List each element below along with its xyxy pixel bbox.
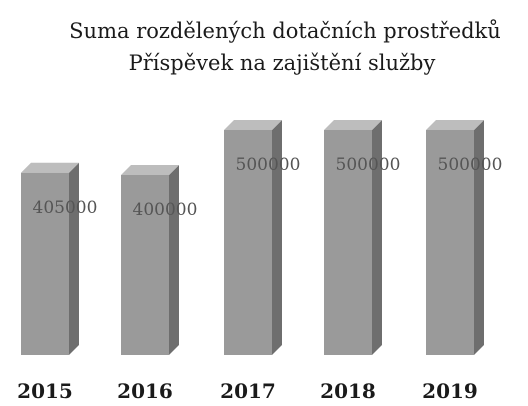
- bar-top: [21, 162, 79, 173]
- value-label: 400000: [133, 200, 198, 220]
- x-tick-label: 2017: [220, 379, 276, 403]
- bar-top: [324, 120, 382, 130]
- bar: [426, 130, 474, 355]
- x-tick-label: 2016: [117, 379, 173, 403]
- x-tick-label: 2015: [17, 379, 73, 403]
- bar-side: [169, 165, 179, 355]
- x-tick-label: 2019: [422, 379, 478, 403]
- bar-side: [69, 162, 79, 355]
- value-label: 500000: [336, 155, 401, 175]
- bar: [324, 130, 372, 355]
- value-label: 405000: [33, 198, 98, 218]
- chart-title: Příspěvek na zajištění služby: [129, 51, 436, 75]
- chart-title: Suma rozdělených dotačních prostředků: [69, 19, 501, 43]
- bar-top: [426, 120, 484, 130]
- x-tick-label: 2018: [320, 379, 376, 403]
- bar-side: [474, 120, 484, 355]
- bar: [224, 130, 272, 355]
- value-label: 500000: [438, 155, 503, 175]
- bar: [21, 172, 69, 355]
- value-label: 500000: [236, 155, 301, 175]
- bar-side: [272, 120, 282, 355]
- bar-top: [121, 165, 179, 175]
- bar-top: [224, 120, 282, 130]
- bar: [121, 175, 169, 355]
- bar-side: [372, 120, 382, 355]
